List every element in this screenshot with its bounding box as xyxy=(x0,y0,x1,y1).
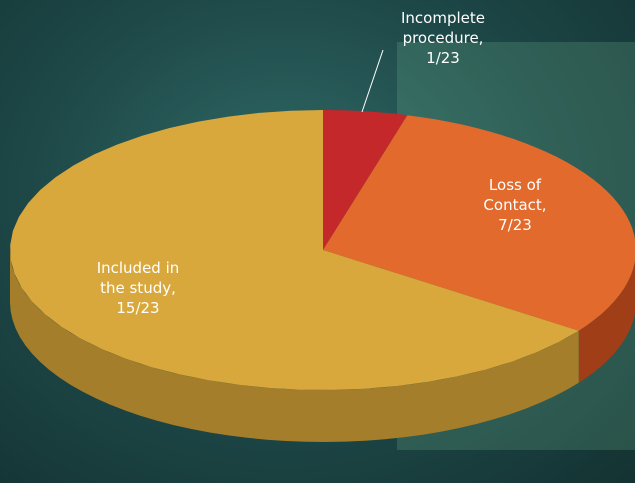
leader-line xyxy=(361,49,384,113)
slice-value: 7/23 xyxy=(498,216,532,234)
data-label: Included in the study, 15/23 xyxy=(78,258,198,318)
pie-slice xyxy=(323,115,635,331)
pie-slice xyxy=(10,110,579,390)
slice-name: Incomplete procedure, xyxy=(401,9,485,47)
data-label: Loss of Contact, 7/23 xyxy=(460,175,570,235)
slice-value: 15/23 xyxy=(116,299,160,317)
slice-name: Included in the study, xyxy=(96,259,180,297)
data-label: Incomplete procedure, 1/23 xyxy=(383,8,503,68)
slice-name: Loss of Contact, xyxy=(483,176,547,214)
pie-slice xyxy=(323,110,408,250)
pie-side xyxy=(578,261,635,383)
slice-value: 1/23 xyxy=(426,49,460,67)
pie-side xyxy=(10,250,579,442)
